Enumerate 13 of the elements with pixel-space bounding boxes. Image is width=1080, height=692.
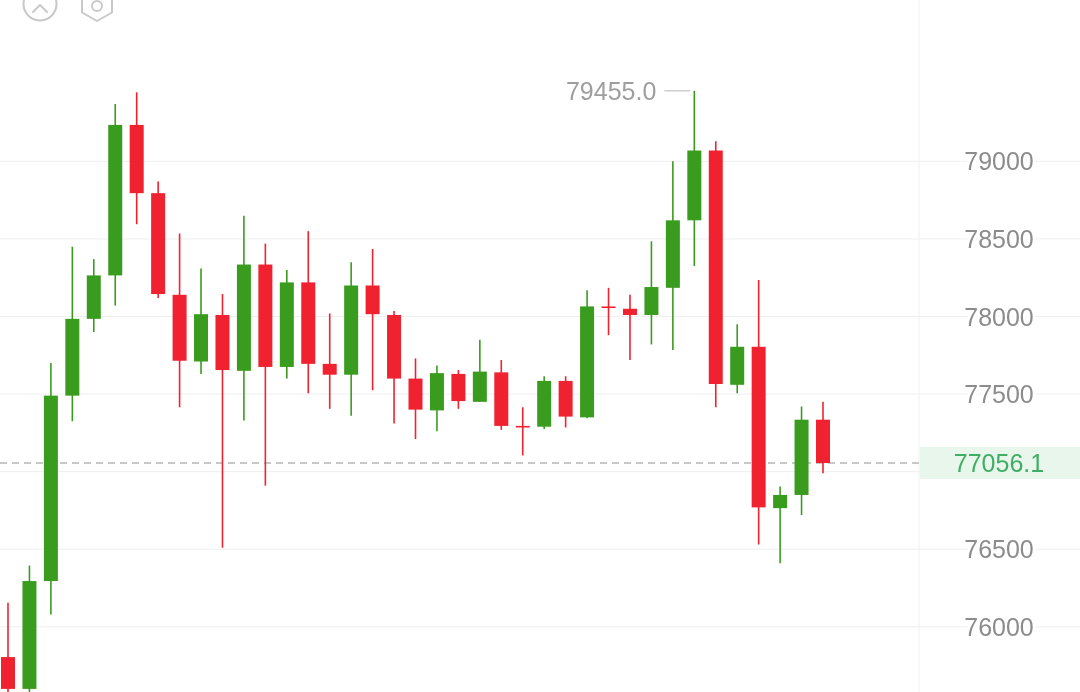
candlestick (322, 312, 337, 410)
candlestick (515, 406, 530, 457)
annotation: 79455.0 (565, 76, 657, 105)
y-tick-label: 78500 (964, 224, 1034, 253)
candlestick (622, 294, 637, 361)
candlestick (773, 485, 788, 565)
y-tick-label: 79000 (964, 147, 1034, 176)
y-tick-label: 76000 (964, 612, 1034, 641)
ref-line-label: 77056.1 (953, 448, 1045, 477)
y-tick-label: 77500 (964, 380, 1034, 409)
y-tick-label: 78000 (964, 302, 1034, 331)
candlestick (601, 287, 616, 336)
y-tick-label: 76500 (964, 535, 1034, 564)
